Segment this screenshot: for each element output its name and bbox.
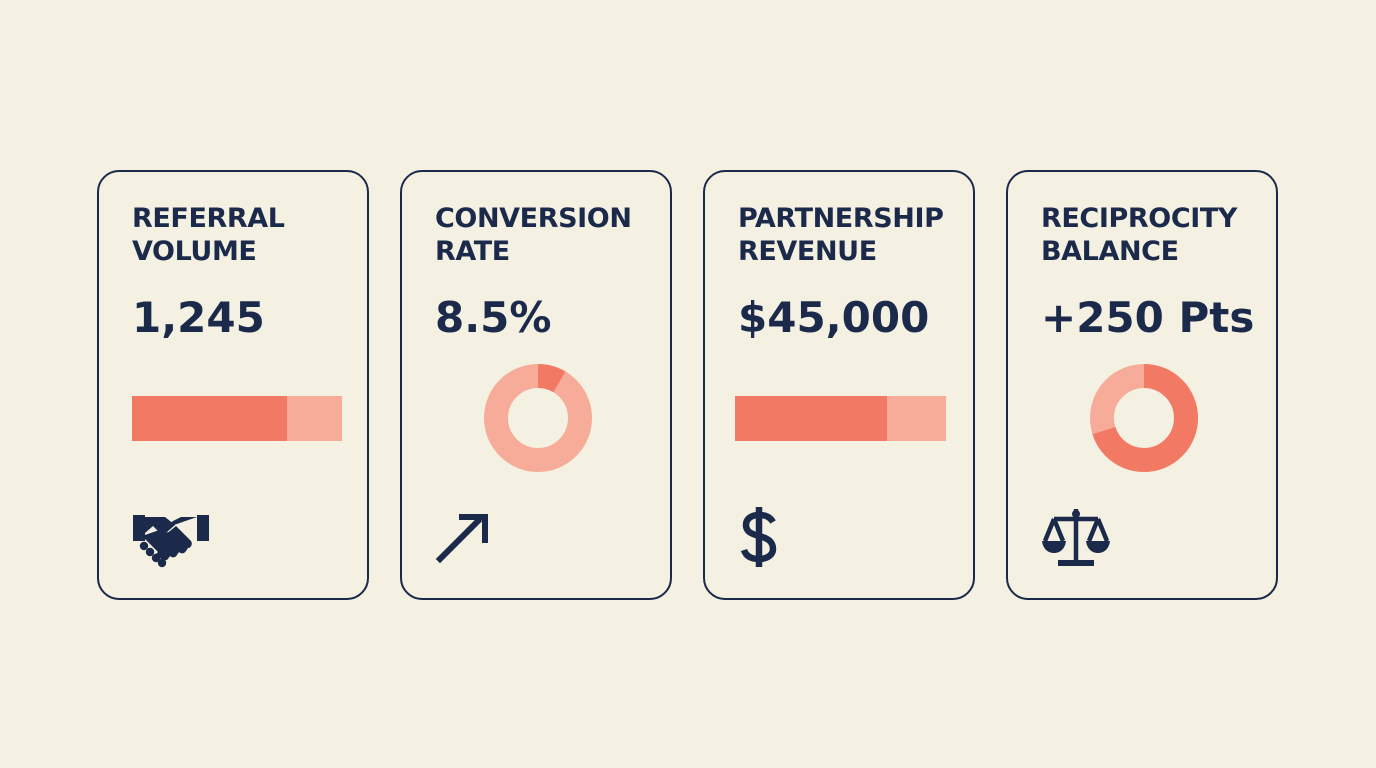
- card-title-line1: PARTNERSHIP: [738, 203, 944, 234]
- progress-bar-remainder: [886, 396, 946, 441]
- reciprocity-balance-card: RECIPROCITY BALANCE +250 Pts: [1006, 170, 1278, 600]
- card-title-line2: VOLUME: [132, 236, 257, 267]
- donut-chart: [1090, 364, 1198, 472]
- kpi-cards-row: REFERRAL VOLUME 1,245 CONVERSION RATE: [97, 170, 1278, 600]
- card-title: PARTNERSHIP REVENUE: [738, 202, 963, 268]
- balance-scale-icon: [1042, 509, 1110, 566]
- card-title-line2: BALANCE: [1041, 236, 1179, 267]
- card-value: 1,245: [132, 293, 265, 342]
- progress-bar-fill: [735, 396, 887, 441]
- card-title-line2: REVENUE: [738, 236, 877, 267]
- progress-bar: [132, 396, 342, 441]
- conversion-rate-card: CONVERSION RATE 8.5%: [400, 170, 672, 600]
- card-title-line2: RATE: [435, 236, 510, 267]
- card-title: RECIPROCITY BALANCE: [1041, 202, 1266, 268]
- card-title-line1: CONVERSION: [435, 203, 632, 234]
- progress-bar: [735, 396, 946, 441]
- card-title-line1: RECIPROCITY: [1041, 203, 1238, 234]
- card-value: +250 Pts: [1041, 293, 1255, 342]
- card-value: 8.5%: [435, 293, 552, 342]
- partnership-revenue-card: PARTNERSHIP REVENUE $45,000: [703, 170, 975, 600]
- progress-bar-fill: [132, 396, 288, 441]
- card-value: $45,000: [738, 293, 930, 342]
- progress-bar-remainder: [287, 396, 342, 441]
- donut-arc: [484, 364, 592, 472]
- card-title: REFERRAL VOLUME: [132, 202, 357, 268]
- arrow-up-right-icon: [435, 514, 488, 564]
- card-title-line1: REFERRAL: [132, 203, 285, 234]
- donut-arc: [1090, 364, 1198, 472]
- card-title: CONVERSION RATE: [435, 202, 660, 268]
- dollar-sign-icon: [740, 507, 777, 567]
- handshake-icon: [133, 515, 209, 568]
- donut-track: [484, 364, 592, 472]
- donut-chart: [484, 364, 592, 472]
- referral-volume-card: REFERRAL VOLUME 1,245: [97, 170, 369, 600]
